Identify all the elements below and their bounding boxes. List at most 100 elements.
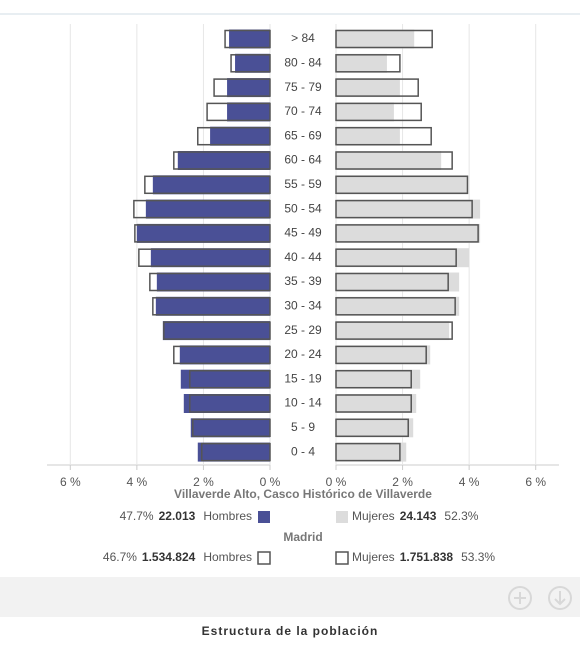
bar-outline (213, 78, 271, 97)
x-tick-label: 6 % (525, 475, 546, 489)
bar-outline (335, 224, 479, 243)
bar-outline (335, 297, 456, 316)
bar (229, 29, 270, 49)
category-label: 60 - 64 (284, 153, 322, 167)
bar (155, 296, 270, 316)
x-tick-label: 6 % (60, 475, 81, 489)
x-tick-label: 4 % (459, 475, 480, 489)
x-tick-label: 2 % (193, 475, 214, 489)
toolbar (0, 577, 580, 617)
bar (336, 126, 400, 146)
category-label: 45 - 49 (284, 226, 322, 240)
category-label: 80 - 84 (284, 55, 322, 69)
bar (336, 151, 442, 170)
bar (336, 345, 431, 365)
bar-outline (173, 345, 271, 365)
bar (336, 29, 415, 49)
x-tick-label: 2 % (392, 475, 413, 489)
group-title: Villaverde Alto, Casco Histórico de Vill… (174, 487, 432, 501)
group-title: Madrid (283, 530, 322, 544)
bar-outline (335, 248, 457, 267)
legend-total: 1.751.838 (400, 550, 454, 564)
bar (145, 199, 270, 219)
legend-total: 22.013 (159, 509, 196, 523)
bar (210, 126, 270, 146)
legend-share: 53.3% (461, 550, 495, 564)
bar-outline (335, 175, 469, 195)
bar-outline (335, 394, 412, 413)
bar-outline (335, 54, 401, 73)
legend-total: 24.143 (400, 509, 437, 523)
category-label: 25 - 29 (284, 323, 322, 337)
legend-name: Hombres (203, 509, 252, 523)
bar (227, 78, 270, 98)
bar (336, 199, 481, 219)
category-label: 35 - 39 (284, 274, 322, 288)
bar (150, 248, 270, 268)
bar-outline (149, 272, 271, 292)
bar (183, 394, 270, 413)
bar-outline (189, 369, 271, 389)
download-button[interactable] (548, 586, 572, 610)
bar (336, 175, 469, 195)
bar-outline (335, 102, 422, 122)
category-label: 0 - 4 (291, 444, 315, 458)
bar-outline (197, 126, 271, 146)
bar-outline (189, 394, 271, 413)
bar (336, 248, 470, 268)
bar-outline (335, 29, 433, 49)
bar-outline (206, 102, 271, 122)
category-label: 75 - 79 (284, 80, 322, 94)
bar (177, 151, 270, 170)
bar-outline (192, 418, 271, 438)
bar (162, 321, 270, 341)
bar-outline (335, 418, 409, 438)
legend-share: 47.7% (120, 509, 154, 523)
category-label: 5 - 9 (291, 420, 315, 434)
bar-outline (335, 272, 449, 292)
bar (227, 102, 270, 122)
legend-name: Hombres (203, 550, 252, 564)
legend-swatch (336, 511, 348, 523)
category-label: 65 - 69 (284, 128, 322, 142)
bar-outline (335, 345, 427, 365)
bar (336, 53, 387, 73)
bar (180, 369, 270, 389)
legend-share: 46.7% (103, 550, 137, 564)
legend-left: 46.7% 1.534.824 Hombres (103, 550, 252, 564)
legend-swatch (258, 511, 270, 523)
legend-share: 52.3% (444, 509, 478, 523)
category-label: 20 - 24 (284, 347, 322, 361)
category-label: 30 - 34 (284, 298, 322, 312)
bar-outline (230, 54, 271, 73)
bar (197, 442, 270, 462)
bar (336, 394, 417, 413)
category-label: 10 - 14 (284, 396, 322, 410)
bar (336, 442, 407, 462)
bar-outline (201, 442, 271, 462)
bar (336, 272, 460, 292)
bar (336, 321, 450, 341)
zoom-button[interactable] (508, 586, 532, 610)
category-label: 40 - 44 (284, 250, 322, 264)
bar (336, 296, 460, 316)
bar-outline (144, 175, 271, 195)
bar (156, 272, 270, 292)
bar (235, 53, 270, 73)
legend-right: Mujeres 24.143 52.3% (352, 509, 479, 523)
bar (179, 345, 270, 365)
bar-outline (335, 126, 432, 146)
bar (336, 78, 400, 98)
bar (136, 223, 270, 243)
legend-name: Mujeres (352, 509, 395, 523)
bar-outline (335, 321, 453, 340)
bar (336, 223, 481, 243)
bar-outline (335, 442, 401, 462)
x-tick-label: 0 % (326, 475, 347, 489)
bar (152, 175, 270, 195)
bar-outline (224, 29, 271, 49)
bar-outline (133, 199, 271, 219)
category-label: 55 - 59 (284, 177, 322, 191)
